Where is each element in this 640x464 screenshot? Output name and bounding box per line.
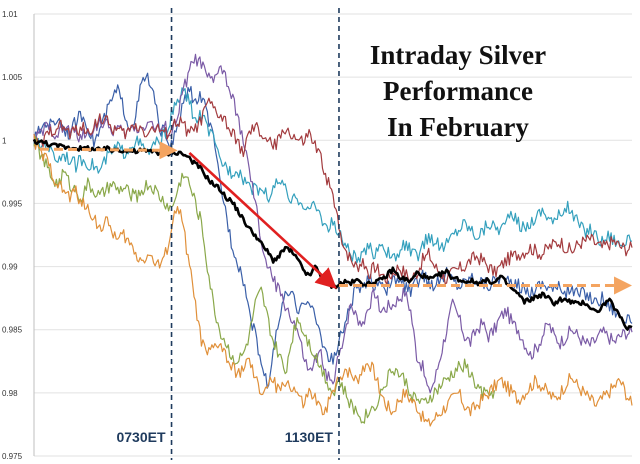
y-tick-label: 1.005 bbox=[2, 73, 23, 82]
chart-title: Intraday Silver Performance In February bbox=[370, 40, 546, 142]
title-line-3: In February bbox=[387, 112, 529, 142]
title-line-1: Intraday Silver bbox=[370, 40, 546, 70]
series-green-line bbox=[33, 136, 496, 424]
y-tick-label: 1 bbox=[2, 136, 7, 145]
series-purple-line bbox=[33, 53, 633, 394]
series-maroon-line bbox=[33, 97, 633, 286]
vertical-time-markers: 0730ET 1130ET bbox=[116, 8, 340, 460]
y-tick-label: 0.99 bbox=[2, 263, 18, 272]
y-tick-labels: 1.01 1.005 1 0.995 0.99 0.985 0.98 0.975 bbox=[2, 10, 23, 461]
orange-flat-arrow-early bbox=[39, 141, 178, 160]
vline-label-1130et: 1130ET bbox=[285, 429, 334, 445]
y-tick-label: 0.98 bbox=[2, 389, 18, 398]
series-teal-line bbox=[33, 87, 633, 264]
series-orange-line bbox=[33, 134, 633, 427]
y-tick-label: 0.985 bbox=[2, 326, 23, 335]
trend-arrows bbox=[39, 141, 633, 295]
red-trend-arrow bbox=[188, 151, 337, 290]
y-tick-label: 0.995 bbox=[2, 199, 23, 208]
title-line-2: Performance bbox=[383, 76, 533, 106]
y-tick-label: 0.975 bbox=[2, 452, 23, 461]
y-tick-label: 1.01 bbox=[2, 10, 18, 19]
vline-label-0730et: 0730ET bbox=[116, 429, 165, 445]
y-gridlines bbox=[33, 13, 632, 457]
series-blue-line bbox=[33, 72, 633, 389]
